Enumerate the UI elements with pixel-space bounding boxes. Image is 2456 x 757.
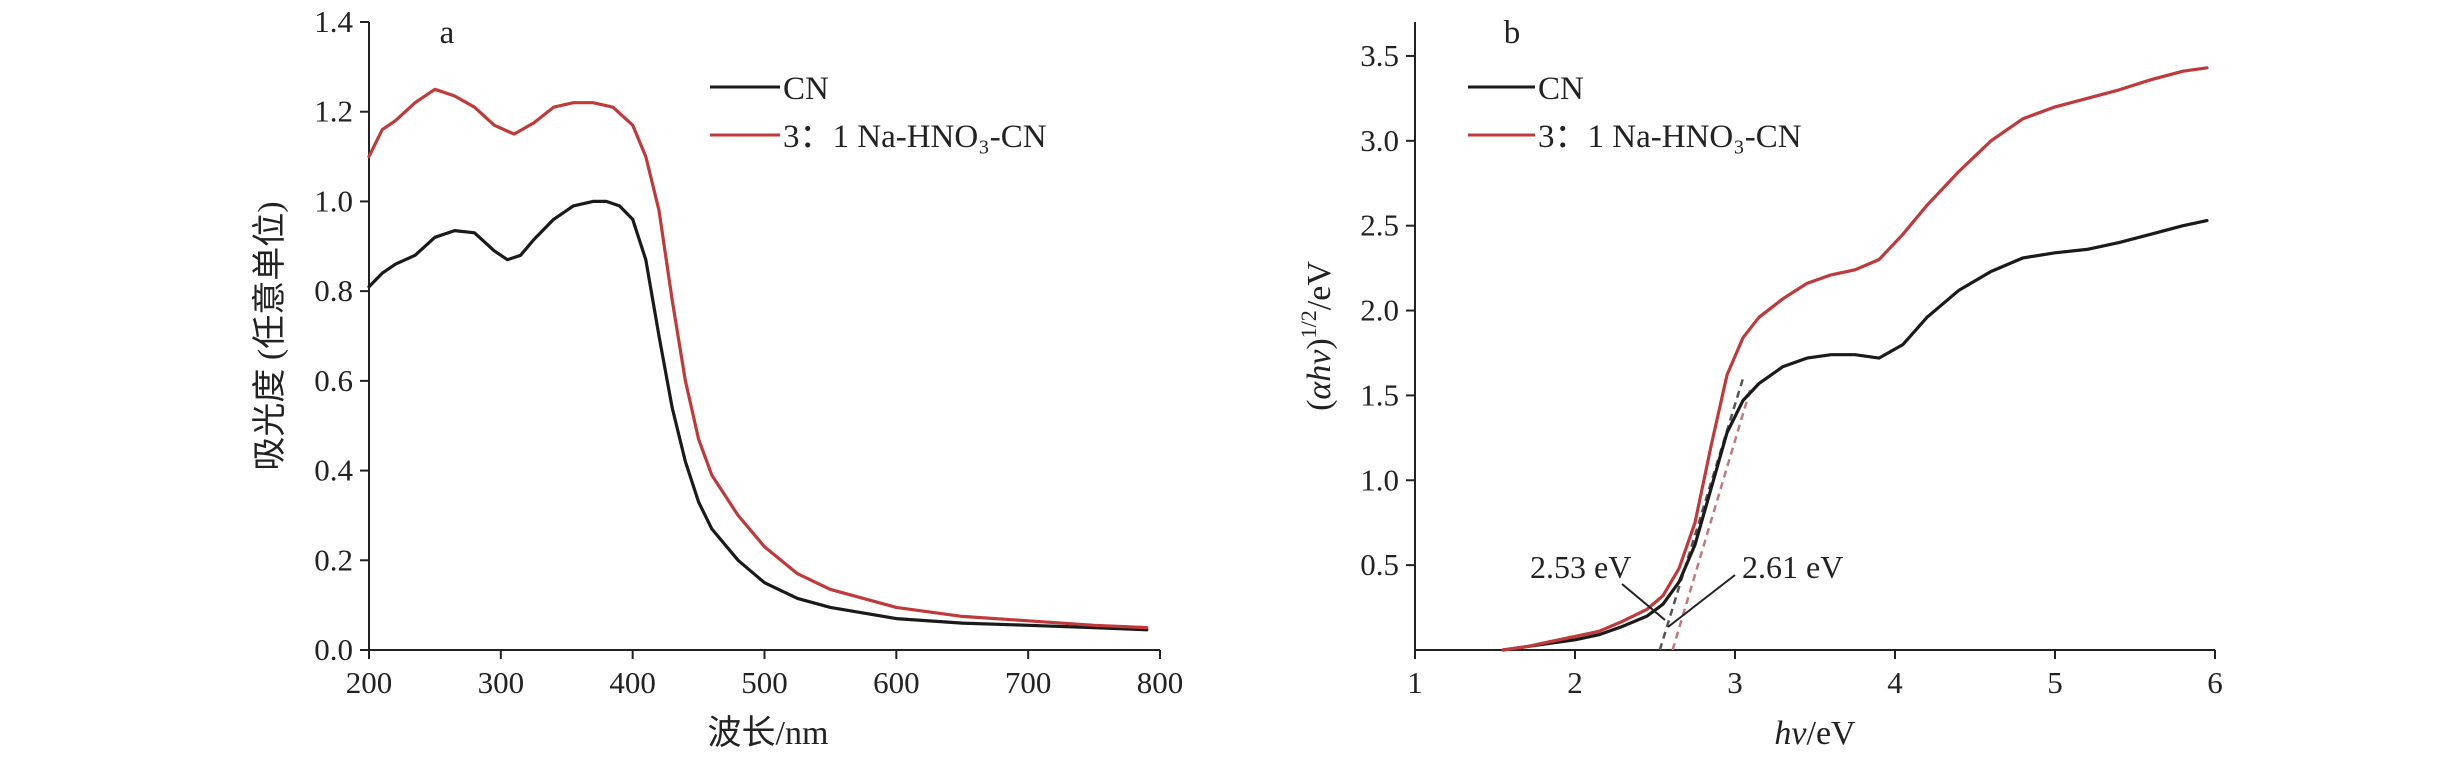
- panel-b-x-ticks: 1 2 3 4 5 6: [1407, 650, 2223, 700]
- panel-b-x-axis-title: hν/eV: [1774, 715, 1856, 752]
- panel-a-y-tick-label-1: 0.2: [314, 542, 353, 577]
- panel-a-y-tick-label-0: 0.0: [314, 632, 353, 667]
- panel-a-y-axis-title: 吸光度 (任意单位): [251, 201, 289, 470]
- annotation-2-53-ev-pointer: [1621, 583, 1666, 621]
- panel-b-y-tick-label-3: 2.0: [1360, 293, 1399, 328]
- panel-b-series-line-1: [1501, 66, 2209, 652]
- panel-a-y-tick-label-7: 1.4: [314, 4, 353, 39]
- panel-b-annotations: 2.53 eV 2.61 eV: [1530, 549, 1843, 628]
- panel-a-legend: CN 3：1 Na-HNO₃-CN: [710, 71, 1047, 155]
- panel-b-series: [1501, 66, 2209, 652]
- panel-b-y-tick-label-5: 3.0: [1360, 123, 1399, 158]
- panel-a-label: a: [440, 15, 455, 51]
- panel-b-x-tick-label-3: 4: [1887, 665, 1903, 700]
- panel-b-y-tick-label-6: 3.5: [1360, 38, 1399, 73]
- panel-a-y-ticks: 0.0 0.2 0.4 0.6 0.8 1.0 1.2 1.4: [314, 4, 369, 667]
- panel-a-y-tick-label-3: 0.6: [314, 363, 353, 398]
- panel-a-legend-label-cn: CN: [783, 71, 829, 107]
- annotation-2-61-ev: 2.61 eV: [1742, 549, 1843, 585]
- panel-a-y-tick-label-2: 0.4: [314, 453, 353, 488]
- panel-a-x-tick-label-1: 300: [478, 665, 525, 700]
- panel-b-y-ticks: 0.5 1.0 1.5 2.0 2.5 3.0 3.5: [1360, 38, 1415, 582]
- panel-a-x-tick-label-3: 500: [741, 665, 788, 700]
- panel-a-y-tick-label-5: 1.0: [314, 183, 353, 218]
- panel-b-tangent-line-0: [1658, 378, 1745, 651]
- panel-a-chart: 200 300 400 500 600 700 800 0.0 0.2 0.4 0.6 0.8 1.0…: [251, 4, 1183, 752]
- panel-b-y-tick-label-4: 2.5: [1360, 208, 1399, 243]
- panel-a-y-tick-label-6: 1.2: [314, 94, 353, 129]
- panel-b-x-tick-label-0: 1: [1407, 665, 1423, 700]
- panel-b-y-axis-title: (αhν)1/2/eV: [1296, 261, 1338, 411]
- panel-a-x-axis-title: 波长/nm: [708, 714, 829, 752]
- panel-b-tangent-line-1: [1671, 386, 1753, 651]
- panel-b-chart: 1 2 3 4 5 6 0.5 1.0 1.5 2.0 2.5 3.0 3.5 b CN 3：1 Na…: [1296, 15, 2223, 752]
- panel-a-x-tick-label-4: 600: [873, 665, 920, 700]
- panel-b-x-tick-label-5: 6: [2207, 665, 2223, 700]
- panel-b-label: b: [1504, 15, 1521, 51]
- panel-b-series-line-0: [1501, 219, 2209, 652]
- annotation-2-53-ev: 2.53 eV: [1530, 549, 1631, 585]
- panel-a-legend-label-na: 3：1 Na-HNO₃-CN: [783, 119, 1047, 155]
- panel-b-y-tick-label-2: 1.5: [1360, 377, 1399, 412]
- panel-b-legend: CN 3：1 Na-HNO₃-CN: [1468, 71, 1802, 155]
- panel-a-series-line-1: [367, 87, 1149, 630]
- panel-b-legend-label-na: 3：1 Na-HNO₃-CN: [1538, 119, 1802, 155]
- panel-a-x-tick-label-0: 200: [346, 665, 393, 700]
- panel-a-x-tick-label-6: 800: [1137, 665, 1184, 700]
- panel-b-y-tick-label-1: 1.0: [1360, 462, 1399, 497]
- panel-a-x-tick-label-5: 700: [1005, 665, 1052, 700]
- panel-a-axes: [368, 22, 1160, 651]
- panel-b-axes: [1414, 22, 2215, 651]
- panel-a-y-tick-label-4: 0.8: [314, 273, 353, 308]
- panel-a-x-tick-label-2: 400: [609, 665, 656, 700]
- panel-a-series-line-0: [367, 199, 1149, 632]
- panel-b-x-tick-label-1: 2: [1567, 665, 1583, 700]
- panel-b-y-tick-label-0: 0.5: [1360, 547, 1399, 582]
- panel-b-legend-label-cn: CN: [1538, 71, 1584, 107]
- panel-b-x-tick-label-2: 3: [1727, 665, 1743, 700]
- panel-a-x-ticks: 200 300 400 500 600 700 800: [346, 650, 1184, 700]
- panel-b-tangents: [1658, 378, 1753, 651]
- panel-a-series: [367, 87, 1149, 632]
- annotation-2-61-ev-pointer: [1667, 574, 1736, 628]
- panel-b-x-tick-label-4: 5: [2047, 665, 2063, 700]
